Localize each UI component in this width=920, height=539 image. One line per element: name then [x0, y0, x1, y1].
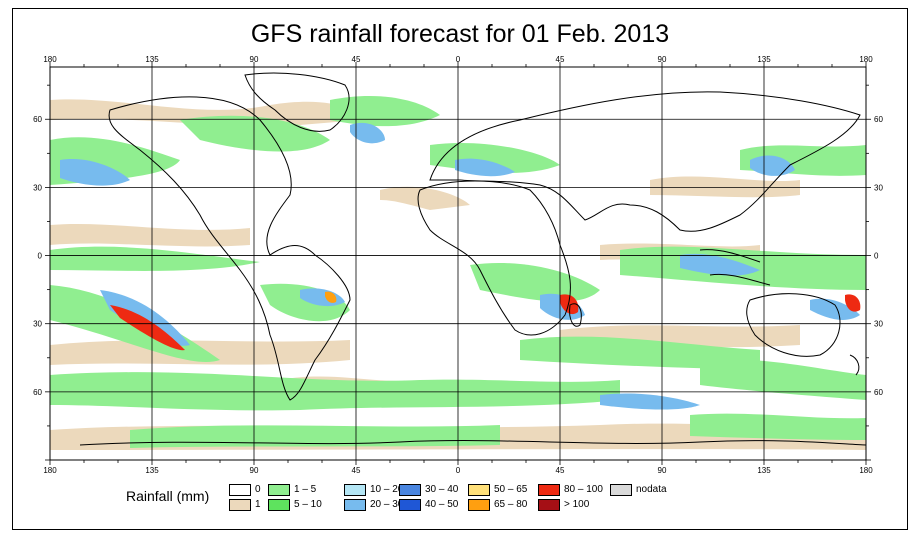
- x-ticks-bottom: 180 135 90 45 0 45 90 135 180: [43, 466, 873, 475]
- legend-text-0: 0: [255, 484, 261, 495]
- x-tick-top-8: 180: [859, 55, 873, 64]
- x-tick-bottom-7: 135: [757, 466, 771, 475]
- legend-swatch-9: [468, 499, 490, 511]
- x-tick-bottom-5: 45: [556, 466, 565, 475]
- legend-text-4: 10 – 20: [370, 484, 404, 495]
- x-tick-top-6: 90: [658, 55, 667, 64]
- y-tick-right-1: 30: [874, 183, 883, 192]
- legend-swatch-6: [399, 484, 421, 496]
- eurasia-outline: [429, 91, 861, 232]
- legend-swatch-3: [268, 499, 290, 511]
- legend-swatch-5: [344, 499, 366, 511]
- y-tick-left-4: 60: [33, 388, 42, 397]
- rain-heavy-areas: [110, 291, 861, 351]
- legend-text-2: 1 – 5: [294, 484, 317, 495]
- y-tick-right-4: 60: [874, 388, 883, 397]
- x-tick-top-4: 0: [456, 55, 461, 64]
- americas-outline: [108, 96, 351, 401]
- coastlines: [79, 72, 867, 446]
- x-tick-top-3: 45: [352, 55, 361, 64]
- map-title: GFS rainfall forecast for 01 Feb. 2013: [250, 20, 670, 48]
- legend-text-10: 80 – 100: [564, 484, 603, 495]
- x-tick-bottom-6: 90: [658, 466, 667, 475]
- y-tick-right-2: 0: [874, 252, 879, 261]
- legend-text-11: > 100: [564, 499, 590, 510]
- legend-swatch-10: [538, 484, 560, 496]
- legend-text-6: 30 – 40: [425, 484, 459, 495]
- legend-text-12: nodata: [636, 484, 667, 495]
- legend-swatch-0: [229, 484, 251, 496]
- legend-swatch-8: [468, 484, 490, 496]
- legend-text-1: 1: [255, 499, 261, 510]
- y-tick-right-3: 30: [874, 320, 883, 329]
- x-tick-top-5: 45: [556, 55, 565, 64]
- x-tick-bottom-4: 0: [456, 466, 461, 475]
- x-tick-bottom-8: 180: [859, 466, 873, 475]
- legend-text-5: 20 – 30: [370, 499, 404, 510]
- x-tick-top-0: 180: [43, 55, 57, 64]
- x-tick-bottom-1: 135: [145, 466, 159, 475]
- legend-text-7: 40 – 50: [425, 499, 459, 510]
- y-tick-left-2: 0: [38, 252, 43, 261]
- greenland-outline: [244, 72, 350, 132]
- y-tick-left-1: 30: [33, 183, 42, 192]
- madagascar-outline: [569, 303, 582, 327]
- new-zealand-outline: [849, 354, 860, 376]
- axis-tickmarks: [45, 62, 871, 465]
- legend-swatch-2: [268, 484, 290, 496]
- africa-outline: [417, 180, 571, 336]
- x-tick-bottom-3: 45: [352, 466, 361, 475]
- x-tick-top-7: 135: [757, 55, 771, 64]
- y-tick-left-0: 60: [33, 115, 42, 124]
- x-ticks-top: 180 135 90 45 0 45 90 135 180: [43, 55, 873, 64]
- y-ticks-right: 60 30 0 30 60: [874, 115, 883, 397]
- legend-swatch-12: [610, 484, 632, 496]
- legend-text-9: 65 – 80: [494, 499, 528, 510]
- indonesia-outline: [699, 249, 771, 286]
- legend-swatch-4: [344, 484, 366, 496]
- legend-swatch-11: [538, 499, 560, 511]
- x-tick-top-2: 90: [250, 55, 259, 64]
- legend-text-8: 50 – 65: [494, 484, 528, 495]
- x-tick-top-1: 135: [145, 55, 159, 64]
- legend-label: Rainfall (mm): [126, 488, 210, 504]
- x-tick-bottom-0: 180: [43, 466, 57, 475]
- legend-swatch-1: [229, 499, 251, 511]
- y-tick-right-0: 60: [874, 115, 883, 124]
- graticule: [50, 67, 866, 460]
- y-tick-left-3: 30: [33, 320, 42, 329]
- y-ticks-left: 60 30 0 30 60: [33, 115, 42, 397]
- australia-outline: [746, 293, 841, 357]
- rainfall-field: [50, 95, 866, 450]
- legend-text-3: 5 – 10: [294, 499, 322, 510]
- x-tick-bottom-2: 90: [250, 466, 259, 475]
- antarctica-outline: [79, 440, 867, 446]
- legend-swatch-7: [399, 499, 421, 511]
